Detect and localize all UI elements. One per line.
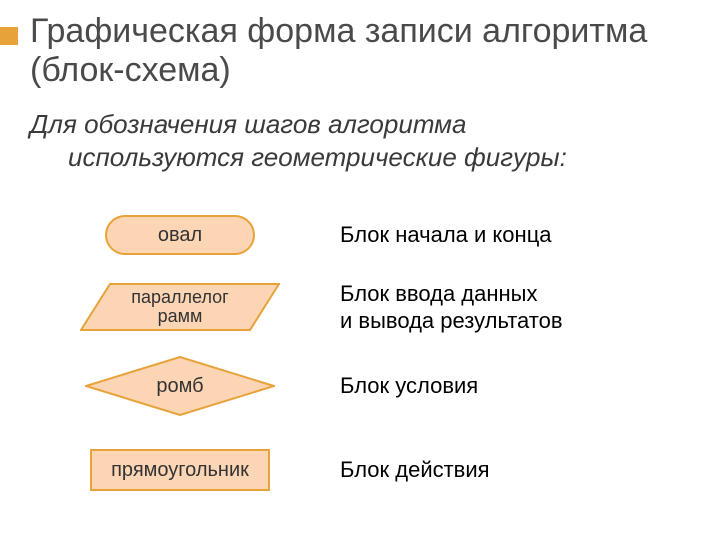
shape-description: Блок ввода данныхи вывода результатов [290, 280, 690, 335]
rectangle-shape: прямоугольник [90, 449, 270, 491]
shape-label: параллелограмм [80, 283, 280, 331]
shape-description: Блок начала и конца [290, 221, 690, 249]
subtitle-line-2: используются геометрические фигуры: [30, 141, 690, 174]
shape-cell: овал [70, 215, 290, 255]
parallelogram-shape: параллелограмм [80, 283, 280, 331]
accent-square-icon [0, 27, 18, 45]
shape-label: ромб [85, 356, 275, 416]
flowchart-row-terminator: овал Блок начала и конца [70, 205, 690, 265]
slide: Графическая форма записи алгоритма (блок… [0, 0, 720, 540]
shape-description: Блок условия [290, 372, 690, 400]
flowchart-row-parallelogram: параллелограмм Блок ввода данныхи вывода… [70, 275, 690, 339]
shape-cell: ромб [70, 356, 290, 416]
diamond-shape: ромб [85, 356, 275, 416]
slide-subtitle: Для обозначения шагов алгоритма использу… [30, 108, 690, 173]
shape-cell: параллелограмм [70, 283, 290, 331]
shape-label: прямоугольник [111, 459, 249, 482]
flowchart-row-rectangle: прямоугольник Блок действия [70, 440, 690, 500]
shape-label: овал [158, 224, 202, 247]
shape-description: Блок действия [290, 456, 690, 484]
flowchart-row-diamond: ромб Блок условия [70, 355, 690, 417]
subtitle-line-1: Для обозначения шагов алгоритма [30, 109, 466, 139]
slide-title: Графическая форма записи алгоритма (блок… [30, 12, 690, 90]
shape-cell: прямоугольник [70, 449, 290, 491]
terminator-shape: овал [105, 215, 255, 255]
